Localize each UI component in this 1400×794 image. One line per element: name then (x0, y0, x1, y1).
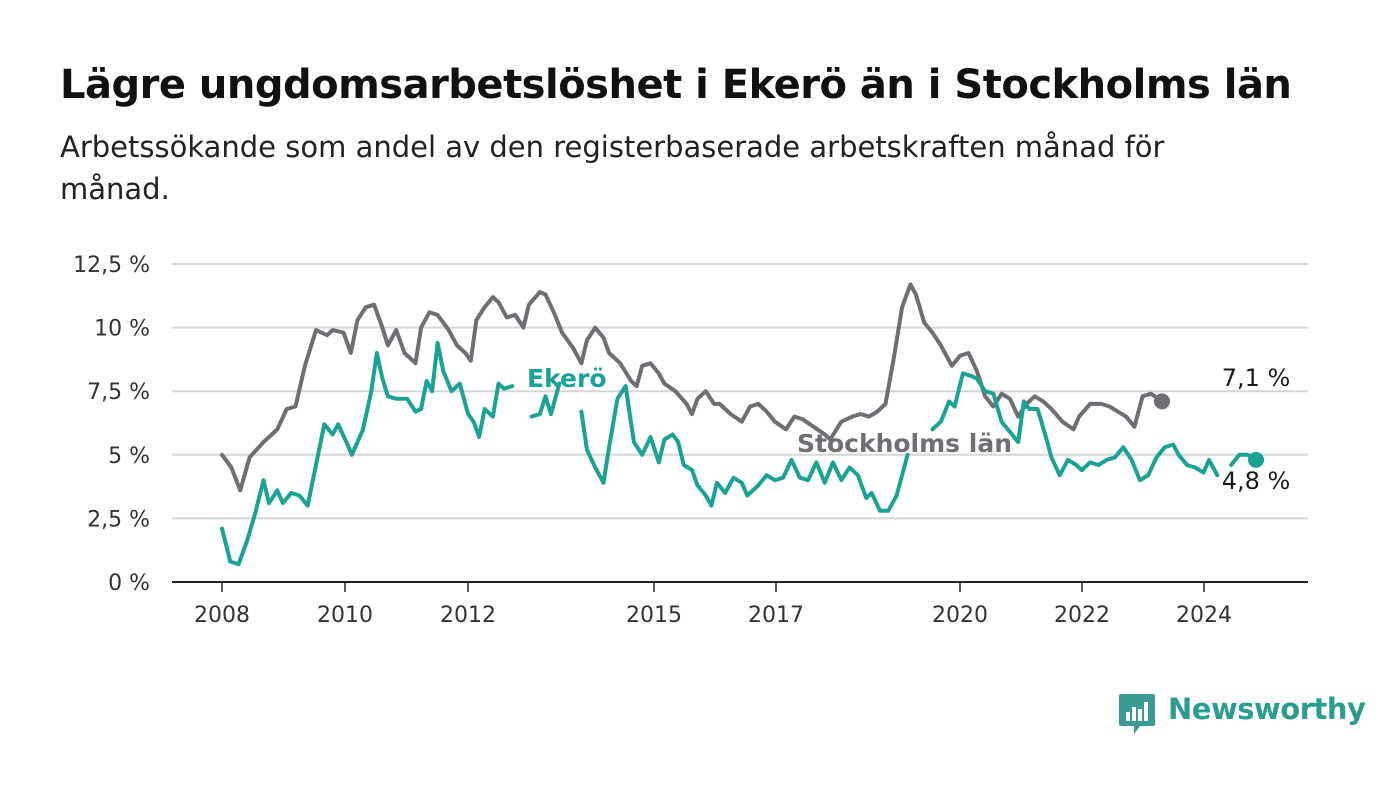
ekero-end-label: 4,8 % (1222, 467, 1291, 495)
x-tick-label: 2015 (626, 603, 682, 628)
y-tick-label: 10 % (94, 317, 150, 342)
newsworthy-logo-icon (1119, 694, 1155, 734)
chart-title: Lägre ungdomsarbetslöshet i Ekerö än i S… (60, 62, 1292, 108)
y-tick-label: 5 % (108, 444, 150, 469)
x-tick-label: 2017 (748, 603, 804, 628)
ekero-line (220, 340, 515, 567)
ekero-end-point (1248, 451, 1264, 468)
x-tick-label: 2024 (1176, 603, 1232, 628)
ekero-series-label: Ekerö (527, 364, 607, 393)
x-axis: 2008 2010 2012 2015 2017 2020 2022 2024 (172, 581, 1308, 628)
series-labels: Ekerö Stockholms län (527, 364, 1012, 458)
y-axis-labels: 0 % 2,5 % 5 % 7,5 % 10 % 12,5 % (73, 253, 150, 596)
ekero-line (930, 371, 1220, 483)
stockholm-end-label: 7,1 % (1222, 364, 1291, 392)
ekero-line (579, 384, 910, 513)
x-tick-label: 2022 (1054, 603, 1110, 628)
y-tick-label: 2,5 % (87, 507, 150, 532)
chart-subtitle: Arbetssökande som andel av den registerb… (60, 130, 1165, 206)
y-tick-label: 12,5 % (73, 253, 150, 278)
gridlines (172, 263, 1308, 520)
x-tick-label: 2020 (932, 603, 988, 628)
x-tick-label: 2010 (317, 603, 373, 628)
x-tick-label: 2008 (194, 603, 250, 628)
stockholm-series-label: Stockholms län (797, 429, 1012, 458)
y-tick-label: 7,5 % (87, 380, 150, 405)
newsworthy-logo: Newsworthy (1118, 690, 1366, 738)
ekero-line (529, 381, 562, 419)
stockholm-end-point (1154, 393, 1170, 410)
x-tick-label: 2012 (440, 603, 496, 628)
series-stockholm: 7,1 % (220, 282, 1291, 493)
stockholm-line (220, 282, 1164, 493)
y-tick-label: 0 % (108, 571, 150, 596)
series-ekero: 4,8 % (220, 340, 1291, 567)
newsworthy-logo-text: Newsworthy (1168, 692, 1366, 726)
